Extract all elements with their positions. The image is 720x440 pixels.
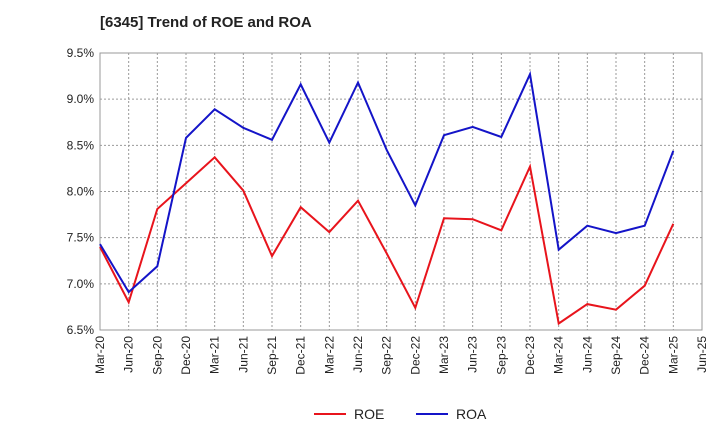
chart-title: [6345] Trend of ROE and ROA	[100, 14, 312, 31]
y-tick-label: 8.0%	[67, 185, 95, 199]
x-tick-label: Mar-25	[666, 336, 680, 374]
series	[99, 70, 675, 326]
x-tick-label: Dec-20	[179, 336, 193, 375]
y-tick-label: 9.5%	[67, 46, 95, 60]
x-tick-label: Mar-20	[93, 336, 107, 374]
legend-label-roe: ROE	[354, 406, 384, 422]
grid	[100, 53, 702, 330]
x-tick-label: Jun-23	[466, 336, 480, 373]
x-tick-label: Mar-23	[437, 336, 451, 374]
y-tick-label: 9.0%	[67, 92, 95, 106]
y-tick-label: 8.5%	[67, 138, 95, 152]
x-tick-label: Mar-22	[322, 336, 336, 374]
x-tick-label: Jun-21	[236, 336, 250, 373]
x-tick-label: Sep-22	[380, 336, 394, 375]
y-tick-label: 6.5%	[67, 323, 95, 337]
x-tick-label: Dec-21	[294, 336, 308, 375]
legend-label-roa: ROA	[456, 406, 487, 422]
x-tick-label: Jun-22	[351, 336, 365, 373]
x-tick-label: Jun-20	[122, 336, 136, 373]
x-axis-ticks: Mar-20 Jun-20 Sep-20 Dec-20 Mar-21 Jun-21 Sep-…	[93, 336, 709, 375]
x-tick-label: Dec-22	[408, 336, 422, 375]
x-tick-label: Mar-21	[208, 336, 222, 374]
x-tick-label: Sep-23	[494, 336, 508, 375]
y-tick-label: 7.5%	[67, 231, 95, 245]
series-line-roa	[99, 70, 675, 294]
x-tick-label: Sep-24	[609, 336, 623, 375]
series-line-roe	[99, 155, 675, 326]
x-tick-label: Sep-21	[265, 336, 279, 375]
x-tick-label: Jun-24	[580, 336, 594, 373]
x-tick-label: Dec-23	[523, 336, 537, 375]
x-tick-label: Jun-25	[695, 336, 709, 373]
plot-area	[99, 52, 703, 331]
y-tick-label: 7.0%	[67, 277, 95, 291]
x-tick-label: Dec-24	[638, 336, 652, 375]
x-tick-label: Sep-20	[150, 336, 164, 375]
legend: ROE ROA	[314, 406, 487, 422]
x-tick-label: Mar-24	[552, 336, 566, 374]
y-axis-ticks: 6.5% 7.0% 7.5% 8.0% 8.5% 9.0% 9.5%	[67, 46, 95, 337]
